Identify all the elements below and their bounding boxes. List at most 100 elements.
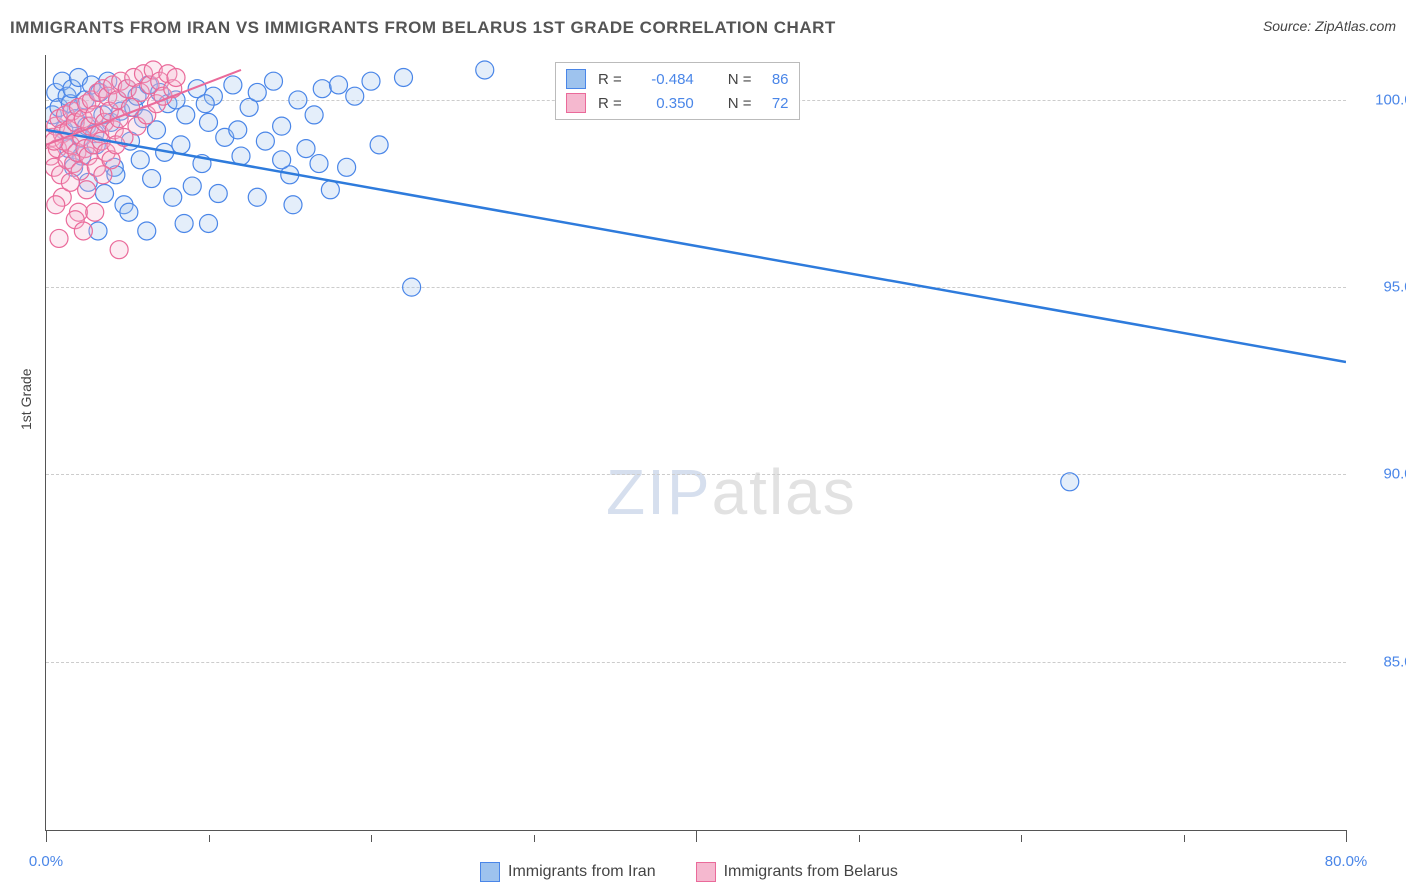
- scatter-point-iran: [66, 110, 84, 128]
- scatter-point-iran: [86, 125, 104, 143]
- scatter-point-iran: [61, 95, 79, 113]
- legend-swatch-icon: [566, 69, 586, 89]
- correlation-legend: R = -0.484N = 86R = 0.350N = 72: [555, 62, 800, 120]
- scatter-point-iran: [330, 76, 348, 94]
- y-tick-label: 100.0%: [1356, 91, 1406, 108]
- scatter-point-iran: [135, 110, 153, 128]
- scatter-point-belarus: [144, 61, 162, 79]
- scatter-point-iran: [115, 196, 133, 214]
- scatter-point-belarus: [71, 162, 89, 180]
- scatter-point-belarus: [94, 166, 112, 184]
- scatter-point-iran: [83, 76, 101, 94]
- scatter-point-iran: [112, 102, 130, 120]
- scatter-point-iran: [313, 80, 331, 98]
- scatter-point-iran: [200, 214, 218, 232]
- scatter-point-belarus: [46, 158, 63, 176]
- scatter-point-belarus: [53, 125, 71, 143]
- scatter-point-iran: [183, 177, 201, 195]
- scatter-point-belarus: [61, 136, 79, 154]
- x-tick: [1346, 830, 1347, 842]
- y-tick-label: 90.0%: [1356, 466, 1406, 483]
- scatter-point-belarus: [78, 95, 96, 113]
- scatter-point-belarus: [60, 121, 78, 139]
- scatter-point-belarus: [97, 143, 115, 161]
- scatter-point-iran: [240, 98, 258, 116]
- scatter-point-iran: [70, 68, 88, 86]
- scatter-point-iran: [79, 173, 97, 191]
- scatter-point-iran: [248, 188, 266, 206]
- scatter-point-iran: [177, 106, 195, 124]
- gridline-h: [46, 474, 1346, 475]
- series-legend: Immigrants from Iran Immigrants from Bela…: [480, 862, 898, 882]
- legend-series-label: Immigrants from Iran: [508, 863, 656, 881]
- scatter-point-belarus: [53, 188, 71, 206]
- scatter-point-iran: [305, 106, 323, 124]
- scatter-point-iran: [476, 61, 494, 79]
- scatter-point-belarus: [107, 136, 125, 154]
- scatter-point-iran: [204, 87, 222, 105]
- scatter-point-iran: [156, 143, 174, 161]
- scatter-point-iran: [164, 188, 182, 206]
- scatter-point-iran: [139, 76, 157, 94]
- x-tick: [371, 835, 372, 842]
- scatter-point-iran: [118, 80, 136, 98]
- scatter-point-iran: [105, 158, 123, 176]
- scatter-point-belarus: [70, 98, 88, 116]
- scatter-point-iran: [265, 72, 283, 90]
- scatter-point-belarus: [79, 147, 97, 165]
- scatter-point-belarus: [112, 72, 130, 90]
- x-tick: [46, 830, 47, 842]
- y-tick-label: 85.0%: [1356, 653, 1406, 670]
- scatter-point-iran: [209, 185, 227, 203]
- scatter-point-belarus: [110, 241, 128, 259]
- scatter-point-iran: [159, 95, 177, 113]
- x-tick: [209, 835, 210, 842]
- legend-bottom-item: Immigrants from Belarus: [696, 862, 898, 882]
- x-tick: [696, 830, 697, 842]
- scatter-point-belarus: [96, 113, 114, 131]
- scatter-point-belarus: [52, 166, 70, 184]
- scatter-point-iran: [63, 80, 81, 98]
- scatter-point-belarus: [100, 102, 118, 120]
- scatter-point-belarus: [55, 132, 73, 150]
- chart-source: Source: ZipAtlas.com: [1263, 18, 1396, 34]
- scatter-point-belarus: [46, 147, 60, 165]
- scatter-point-belarus: [164, 80, 182, 98]
- legend-n-label: N =: [728, 71, 752, 88]
- x-tick-label: 80.0%: [1325, 853, 1368, 870]
- scatter-point-belarus: [47, 196, 65, 214]
- scatter-point-belarus: [115, 128, 133, 146]
- scatter-point-belarus: [122, 98, 140, 116]
- scatter-point-iran: [196, 95, 214, 113]
- scatter-point-iran: [143, 170, 161, 188]
- scatter-point-iran: [65, 158, 83, 176]
- scatter-point-iran: [362, 72, 380, 90]
- scatter-point-iran: [138, 222, 156, 240]
- scatter-point-iran: [172, 136, 190, 154]
- scatter-point-iran: [73, 147, 91, 165]
- scatter-point-belarus: [141, 76, 159, 94]
- scatter-point-iran: [96, 185, 114, 203]
- legend-swatch-icon: [480, 862, 500, 882]
- scatter-point-belarus: [148, 95, 166, 113]
- scatter-point-belarus: [58, 151, 76, 169]
- scatter-point-belarus: [65, 155, 83, 173]
- scatter-point-belarus: [102, 151, 120, 169]
- scatter-point-iran: [175, 214, 193, 232]
- scatter-point-belarus: [50, 110, 68, 128]
- scatter-point-iran: [122, 132, 140, 150]
- x-tick: [534, 835, 535, 842]
- scatter-point-belarus: [76, 140, 94, 158]
- legend-n-value: 86: [764, 71, 789, 88]
- legend-r-value: -0.484: [634, 71, 694, 88]
- scatter-point-iran: [281, 166, 299, 184]
- scatter-point-belarus: [125, 68, 143, 86]
- scatter-point-iran: [273, 117, 291, 135]
- scatter-point-iran: [256, 132, 274, 150]
- scatter-point-belarus: [61, 173, 79, 191]
- scatter-plot-area: ZIPatlas 85.0%90.0%95.0%100.0%0.0%80.0%: [45, 55, 1346, 831]
- scatter-point-belarus: [105, 121, 123, 139]
- scatter-point-belarus: [138, 106, 156, 124]
- legend-top-row-iran: R = -0.484N = 86: [566, 67, 789, 91]
- scatter-point-iran: [99, 72, 117, 90]
